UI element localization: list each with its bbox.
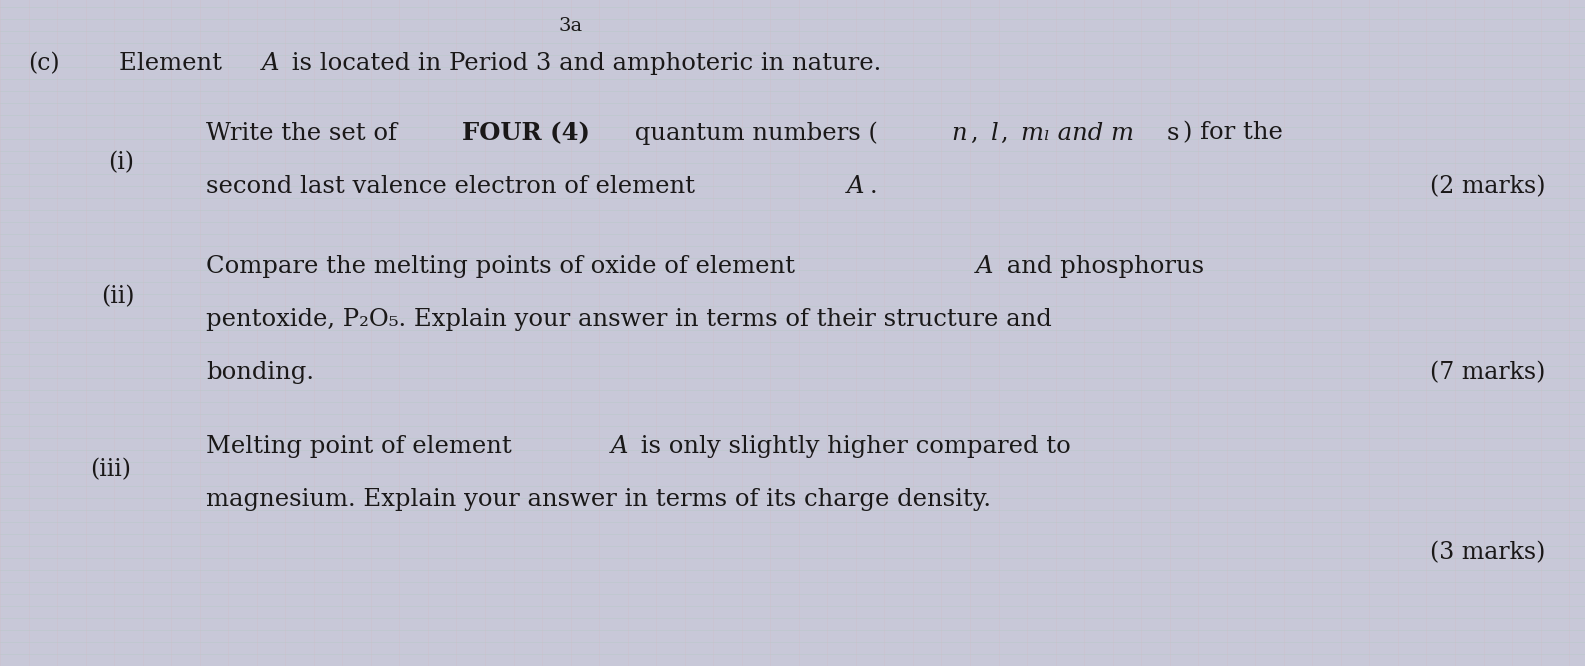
Text: (3 marks): (3 marks) [1430,541,1545,564]
Text: ) for the: ) for the [1182,122,1282,145]
Text: A: A [610,435,628,458]
Text: (2 marks): (2 marks) [1430,175,1545,198]
Text: A: A [976,255,994,278]
Text: ,: , [972,122,986,145]
Text: pentoxide, P₂O₅. Explain your answer in terms of their structure and: pentoxide, P₂O₅. Explain your answer in … [206,308,1052,331]
Text: l: l [991,122,999,145]
Text: (7 marks): (7 marks) [1430,362,1545,384]
Text: is located in Period 3 and amphoteric in nature.: is located in Period 3 and amphoteric in… [284,52,881,75]
Text: A: A [262,52,279,75]
Text: Element: Element [119,52,230,75]
Text: 3a: 3a [558,17,583,35]
Text: s: s [1167,122,1179,145]
Text: (c): (c) [29,52,60,75]
Text: mₗ and m: mₗ and m [1021,122,1133,145]
Text: quantum numbers (: quantum numbers ( [628,121,878,145]
Text: is only slightly higher compared to: is only slightly higher compared to [632,435,1071,458]
Text: (iii): (iii) [90,458,132,481]
Text: FOUR (4): FOUR (4) [463,121,590,145]
Text: Melting point of element: Melting point of element [206,435,520,458]
Text: and phosphorus: and phosphorus [999,255,1203,278]
Text: Compare the melting points of oxide of element: Compare the melting points of oxide of e… [206,255,802,278]
Text: (ii): (ii) [101,285,135,308]
Text: second last valence electron of element: second last valence electron of element [206,175,702,198]
Text: (i): (i) [108,152,133,174]
Text: .: . [870,175,877,198]
Text: A: A [846,175,864,198]
Text: magnesium. Explain your answer in terms of its charge density.: magnesium. Explain your answer in terms … [206,488,991,511]
Text: bonding.: bonding. [206,362,314,384]
Text: ,: , [1002,122,1016,145]
Text: n: n [951,122,967,145]
Text: Write the set of: Write the set of [206,122,404,145]
